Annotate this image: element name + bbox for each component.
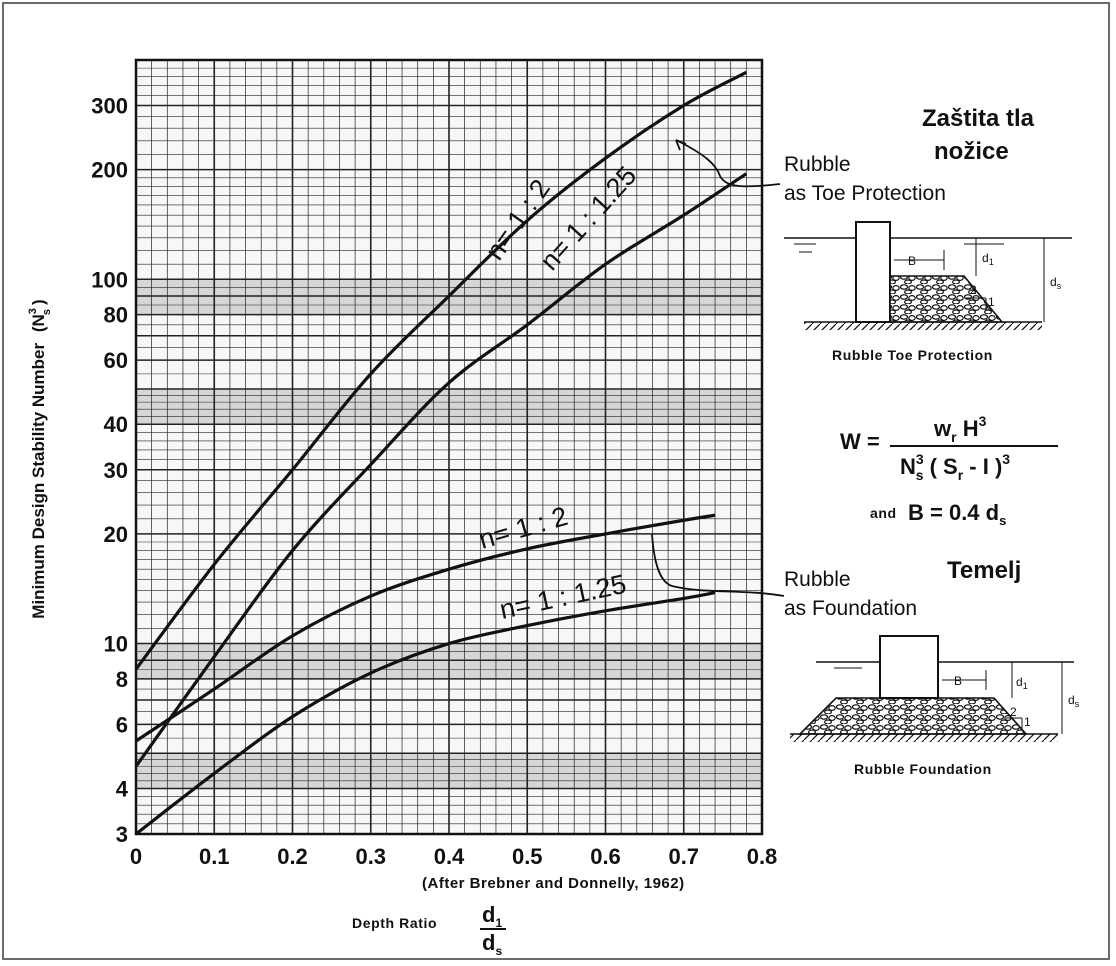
svg-text:as Toe Protection: as Toe Protection: [784, 182, 946, 205]
toe-diagram-caption: Rubble Toe Protection: [832, 347, 993, 363]
y-tick-label: 300: [91, 94, 128, 119]
svg-text:d1: d1: [982, 251, 994, 267]
y-axis-label: Minimum Design Stability Number (N3 s): [27, 299, 53, 618]
svg-text:B = 0.4 ds: B = 0.4 ds: [908, 500, 1006, 528]
svg-text:ds: ds: [482, 930, 502, 958]
x-tick-label: 0: [130, 844, 142, 869]
y-tick-label: 80: [104, 303, 128, 328]
weight-formula: W = wr H3 N3 s ( Sr - I )3 and B = 0.4 ds: [840, 413, 1058, 528]
svg-text:2: 2: [1010, 705, 1017, 719]
svg-text:d1: d1: [1016, 675, 1028, 691]
y-tick-label: 40: [104, 412, 128, 437]
source-note: (After Brebner and Donnelly, 1962): [422, 875, 685, 892]
series-curve-0: [134, 70, 748, 671]
svg-text:B: B: [954, 674, 962, 688]
y-tick-label: 60: [104, 348, 128, 373]
y-tick-label: 6: [116, 712, 128, 737]
y-tick-label: 20: [104, 522, 128, 547]
y-tick-label: 30: [104, 458, 128, 483]
svg-text:ds: ds: [1068, 693, 1080, 709]
svg-text:Minimum Design Stability Numbe: Minimum Design Stability Number (N3 s): [27, 299, 53, 618]
svg-text:N3s ( Sr - I )3: N3 s ( Sr - I )3: [900, 451, 1010, 483]
svg-text:B: B: [908, 254, 916, 268]
y-tick-label: 4: [116, 776, 129, 801]
foundation-diagram-caption: Rubble Foundation: [854, 761, 992, 777]
x-tick-label: 0.4: [434, 844, 465, 869]
x-tick-label: 0.8: [747, 844, 778, 869]
toe-group-annotation: Rubble as Toe Protection: [675, 139, 946, 205]
x-axis-label: Depth Ratio d1 ds: [352, 902, 506, 958]
y-tick-label: 8: [116, 667, 128, 692]
foundation-group-annotation: Rubble as Foundation: [651, 533, 917, 620]
toe-title-line2: nožice: [934, 138, 1009, 165]
x-tick-label: 0.1: [199, 844, 230, 869]
svg-text:2: 2: [970, 283, 977, 297]
x-tick-label: 0.6: [590, 844, 621, 869]
foundation-title: Temelj: [947, 557, 1021, 584]
chart-grid: [134, 58, 764, 836]
chart-curves: [134, 70, 748, 836]
svg-text:Rubble: Rubble: [784, 153, 851, 176]
svg-text:d1: d1: [482, 902, 502, 930]
toe-protection-diagram: B d1 ds 2 1 Rubble Toe Protection: [784, 221, 1072, 363]
y-axis-ticks: 3 4 6 8 10 20 30 40 60 80 100 200 300: [91, 94, 128, 847]
y-tick-label: 200: [91, 158, 128, 183]
x-tick-label: 0.7: [668, 844, 699, 869]
svg-text:as Foundation: as Foundation: [784, 597, 917, 620]
y-tick-label: 100: [91, 267, 128, 292]
svg-text:ds: ds: [1050, 275, 1062, 291]
series-curve-3: [135, 591, 716, 836]
svg-text:1: 1: [988, 295, 995, 309]
y-tick-label: 3: [116, 822, 128, 847]
foundation-diagram: B d1 ds 2 1 Rubble Foundation: [790, 635, 1080, 777]
svg-text:Depth Ratio: Depth Ratio: [352, 915, 437, 931]
toe-title-line1: Zaštita tla: [922, 105, 1035, 132]
series-curve-1: [134, 172, 748, 768]
x-tick-label: 0.3: [355, 844, 386, 869]
plot-border: [134, 58, 764, 836]
svg-text:and: and: [870, 505, 897, 521]
svg-text:W =: W =: [840, 429, 880, 454]
series-curve-2: [135, 513, 716, 743]
x-axis-ticks: 0 0.1 0.2 0.3 0.4 0.5 0.6 0.7 0.8: [130, 844, 777, 869]
svg-text:1: 1: [1024, 715, 1031, 729]
stability-chart: 0 0.1 0.2 0.3 0.4 0.5 0.6 0.7 0.8 3 4 6 8 10 20 30 40 60…: [27, 58, 1080, 958]
y-tick-label: 10: [104, 632, 128, 657]
svg-text:Rubble: Rubble: [784, 568, 851, 591]
x-tick-label: 0.5: [512, 844, 543, 869]
x-tick-label: 0.2: [277, 844, 308, 869]
svg-text:wr H3: wr H3: [933, 413, 987, 445]
